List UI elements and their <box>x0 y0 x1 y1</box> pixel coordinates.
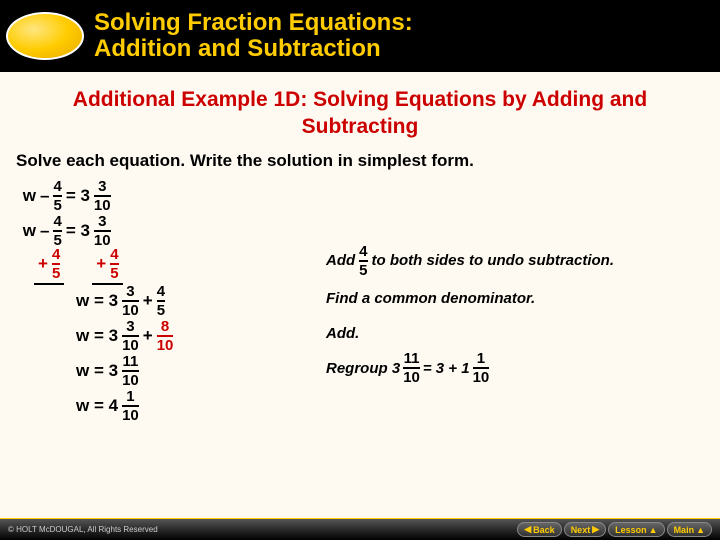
lhs: w = 3 <box>76 291 118 311</box>
copyright-text: © HOLT McDOUGAL, All Rights Reserved <box>8 525 158 534</box>
exp-text: to both sides to undo subtraction. <box>372 252 614 269</box>
fraction: 45 <box>110 247 118 281</box>
lesson-button[interactable]: Lesson▲ <box>608 522 664 537</box>
equals: = 3 <box>66 186 90 206</box>
explanation-1: Add 45 to both sides to undo subtraction… <box>326 241 704 281</box>
main-button[interactable]: Main▲ <box>667 522 712 537</box>
fraction: 45 <box>53 214 61 248</box>
header-title: Solving Fraction Equations: Addition and… <box>94 10 413 63</box>
nav-buttons: ◀Back Next▶ Lesson▲ Main▲ <box>517 522 712 537</box>
var: w <box>18 186 36 206</box>
lhs: w = 3 <box>76 361 118 381</box>
fraction: 1110 <box>122 354 139 388</box>
plus: + <box>143 326 153 346</box>
instruction-text: Solve each equation. Write the solution … <box>16 151 704 171</box>
fraction: 310 <box>122 284 139 318</box>
up-arrow-icon: ▲ <box>649 525 658 535</box>
step-2: w – 45 = 3 310 <box>16 214 326 249</box>
lhs: w = 3 <box>76 326 118 346</box>
plus: + <box>38 254 48 274</box>
exp-text: Regroup 3 <box>326 360 400 377</box>
header-bar: Solving Fraction Equations: Addition and… <box>0 0 720 72</box>
underline-left: + 45 <box>34 247 64 285</box>
explanation-4: Regroup 3 1110 = 3 + 1 110 <box>326 351 704 386</box>
step-5: w = 3 310 + 810 <box>16 319 326 354</box>
step-4: w = 3 310 + 45 <box>16 284 326 319</box>
fraction: 1110 <box>403 351 420 385</box>
header-title-line2: Addition and Subtraction <box>94 36 413 62</box>
var: w <box>18 221 36 241</box>
exp-text: Find a common denominator. <box>326 290 535 307</box>
right-arrow-icon: ▶ <box>592 524 599 535</box>
explanations: Add 45 to both sides to undo subtraction… <box>326 179 704 424</box>
explanation-2: Find a common denominator. <box>326 281 704 316</box>
fraction: 810 <box>157 319 174 353</box>
exp-text: Add <box>326 252 355 269</box>
fraction: 110 <box>122 389 139 423</box>
step-1: w – 45 = 3 310 <box>16 179 326 214</box>
header-title-line1: Solving Fraction Equations: <box>94 10 413 36</box>
fraction: 310 <box>122 319 139 353</box>
equals: = 3 <box>66 221 90 241</box>
fraction: 45 <box>359 244 367 278</box>
up-arrow-icon: ▲ <box>696 525 705 535</box>
logo-oval <box>6 12 84 60</box>
lhs: w = 4 <box>76 396 118 416</box>
exp-text: = 3 + 1 <box>423 360 470 377</box>
explanation-3: Add. <box>326 316 704 351</box>
minus: – <box>40 221 49 241</box>
content-area: w – 45 = 3 310 w – 45 = 3 310 + 45 + 45 <box>16 179 704 424</box>
next-button[interactable]: Next▶ <box>564 522 606 537</box>
step-3: + 45 + 45 <box>16 249 326 284</box>
fraction: 110 <box>473 351 490 385</box>
step-7: w = 4 110 <box>16 389 326 424</box>
minus: – <box>40 186 49 206</box>
equation-steps: w – 45 = 3 310 w – 45 = 3 310 + 45 + 45 <box>16 179 326 424</box>
step-6: w = 3 1110 <box>16 354 326 389</box>
fraction: 45 <box>157 284 165 318</box>
plus: + <box>143 291 153 311</box>
fraction: 45 <box>52 247 60 281</box>
underline-right: + 45 <box>92 247 122 285</box>
exp-text: Add. <box>326 325 359 342</box>
example-title: Additional Example 1D: Solving Equations… <box>40 86 680 141</box>
back-button[interactable]: ◀Back <box>517 522 561 537</box>
footer-bar: © HOLT McDOUGAL, All Rights Reserved ◀Ba… <box>0 518 720 540</box>
fraction: 310 <box>94 179 111 213</box>
left-arrow-icon: ◀ <box>524 524 531 535</box>
fraction: 310 <box>94 214 111 248</box>
plus: + <box>96 254 106 274</box>
fraction: 45 <box>53 179 61 213</box>
